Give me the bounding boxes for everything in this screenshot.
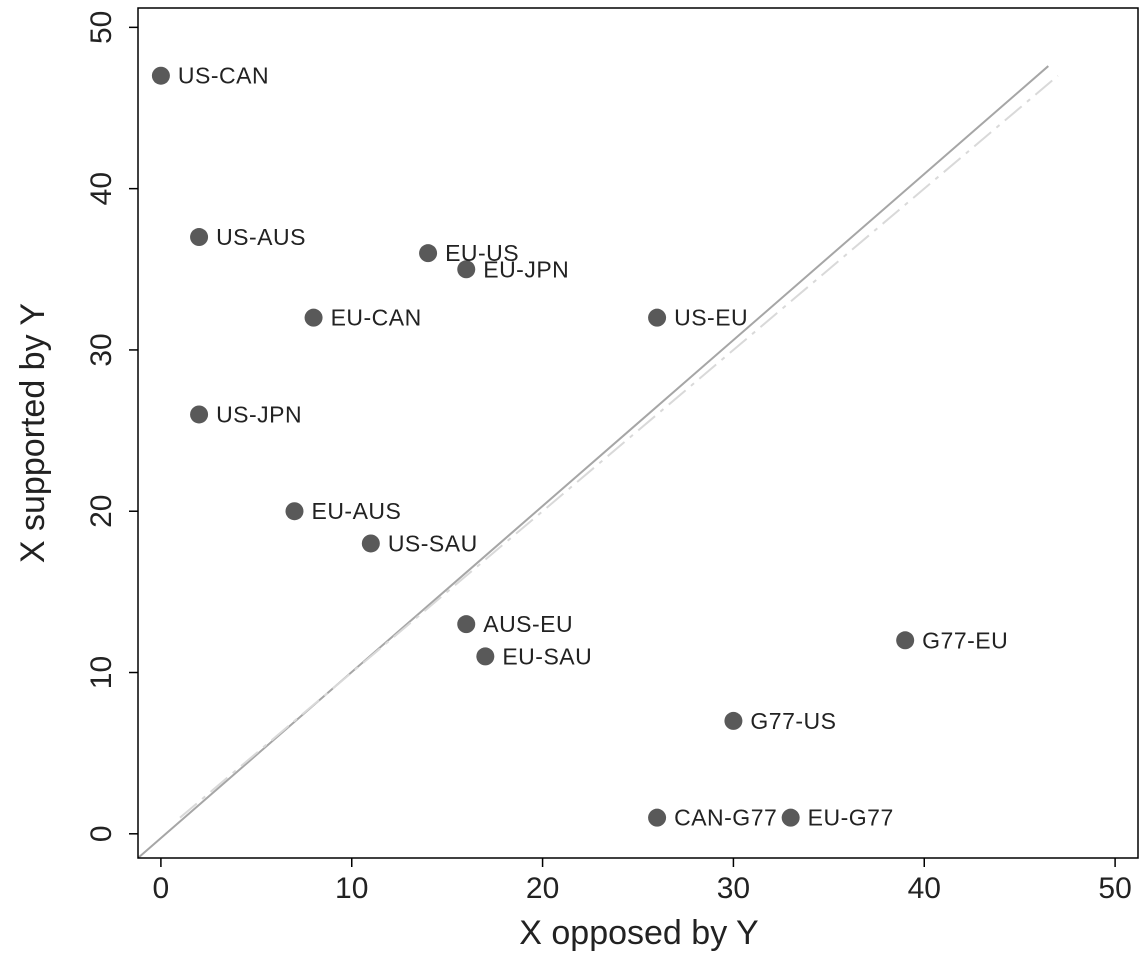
y-tick-label: 50 — [85, 11, 118, 44]
plot-frame — [137, 7, 1139, 859]
data-point-label: EU-G77 — [808, 805, 894, 831]
x-tick-label: 30 — [717, 872, 750, 905]
data-point-label: US-EU — [674, 305, 748, 331]
x-tick-label: 40 — [908, 872, 941, 905]
data-point-label: US-SAU — [388, 530, 478, 556]
data-point-label: G77-US — [750, 708, 836, 734]
data-point — [361, 534, 380, 553]
y-tick-label: 20 — [85, 495, 118, 528]
data-point — [285, 502, 304, 521]
data-point-label: EU-CAN — [331, 305, 422, 331]
data-point — [457, 615, 476, 634]
y-axis-title: X supported by Y — [14, 303, 52, 563]
data-point-label: EU-SAU — [502, 643, 592, 669]
data-point-label: AUS-EU — [483, 611, 573, 637]
y-tick-label: 30 — [85, 333, 118, 366]
data-point — [190, 405, 209, 424]
data-point — [419, 244, 438, 263]
x-tick-label: 20 — [526, 872, 559, 905]
y-tick-label: 0 — [85, 825, 118, 842]
data-point — [304, 308, 323, 327]
reference-line-dashdot — [179, 74, 1059, 819]
data-point-label: US-AUS — [216, 224, 306, 250]
data-point — [151, 66, 170, 85]
data-point — [648, 308, 667, 327]
x-axis-ticks: 0 10 20 30 40 50 — [153, 858, 1132, 905]
y-axis-ticks: 0 10 20 30 40 50 — [85, 11, 138, 842]
data-point-label: US-CAN — [178, 63, 269, 89]
data-point-label: EU-US — [445, 240, 519, 266]
reference-line-solid — [137, 65, 1049, 859]
data-point — [724, 711, 743, 730]
data-point-label: EU-AUS — [311, 498, 401, 524]
data-point-label: EU-JPN — [483, 256, 569, 282]
data-point — [781, 808, 800, 827]
y-tick-label: 10 — [85, 656, 118, 689]
data-point — [896, 631, 915, 650]
x-tick-label: 10 — [335, 872, 368, 905]
data-point — [476, 647, 495, 666]
data-point — [648, 808, 667, 827]
reference-lines — [137, 65, 1059, 859]
x-tick-label: 50 — [1098, 872, 1131, 905]
data-points — [151, 66, 915, 827]
data-point-label: CAN-G77 — [674, 805, 777, 831]
data-point-label: G77-EU — [922, 627, 1008, 653]
x-tick-label: 0 — [153, 872, 170, 905]
data-point-label: US-JPN — [216, 401, 302, 427]
x-axis-title: X opposed by Y — [519, 914, 758, 952]
data-point — [457, 260, 476, 279]
y-tick-label: 40 — [85, 172, 118, 205]
data-point — [190, 228, 209, 247]
